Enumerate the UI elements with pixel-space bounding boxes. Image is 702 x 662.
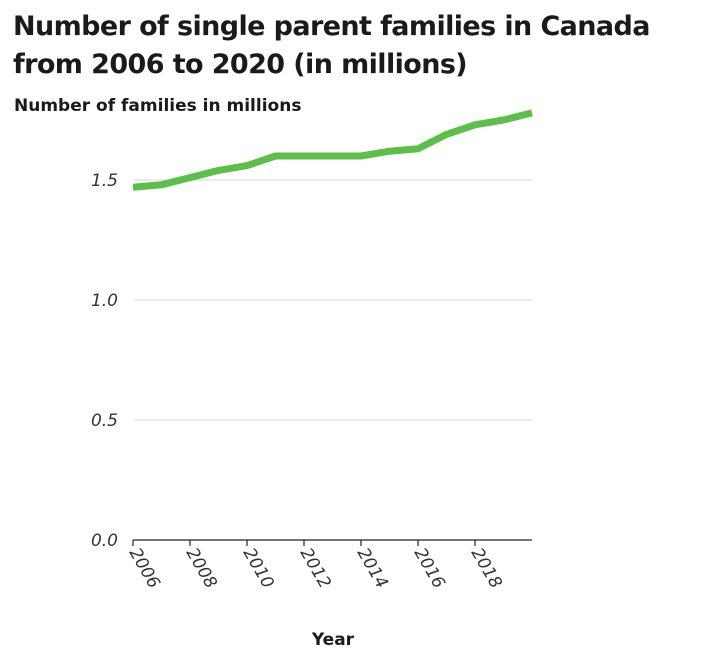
x-tick-label: 2010 — [239, 545, 278, 592]
y-tick-label: 0.5 — [91, 411, 118, 431]
x-tick-label: 2006 — [125, 545, 164, 593]
x-tick-label: 2012 — [296, 545, 335, 592]
series-layer — [132, 109, 533, 191]
y-tick-label: 0.0 — [91, 531, 118, 551]
x-axis-title: Year — [311, 630, 355, 650]
x-tick-label: 2008 — [182, 545, 221, 593]
x-tick-label: 2018 — [467, 545, 506, 593]
y-tick-label: 1.5 — [91, 171, 118, 191]
series-line — [132, 109, 533, 191]
y-tick-label: 1.0 — [91, 291, 118, 311]
y-axis-ticks: 0.0 0.5 1.0 1.5 — [91, 171, 118, 551]
x-tick-label: 2016 — [410, 545, 449, 593]
grid-lines — [133, 179, 532, 421]
x-axis-ticks: 2006 2008 2010 2012 2014 2016 2018 — [125, 540, 506, 592]
x-tick-label: 2014 — [353, 545, 392, 592]
y-axis-title: Number of families in millions — [14, 96, 302, 116]
chart-title: Number of single parent families in Cana… — [13, 11, 651, 80]
